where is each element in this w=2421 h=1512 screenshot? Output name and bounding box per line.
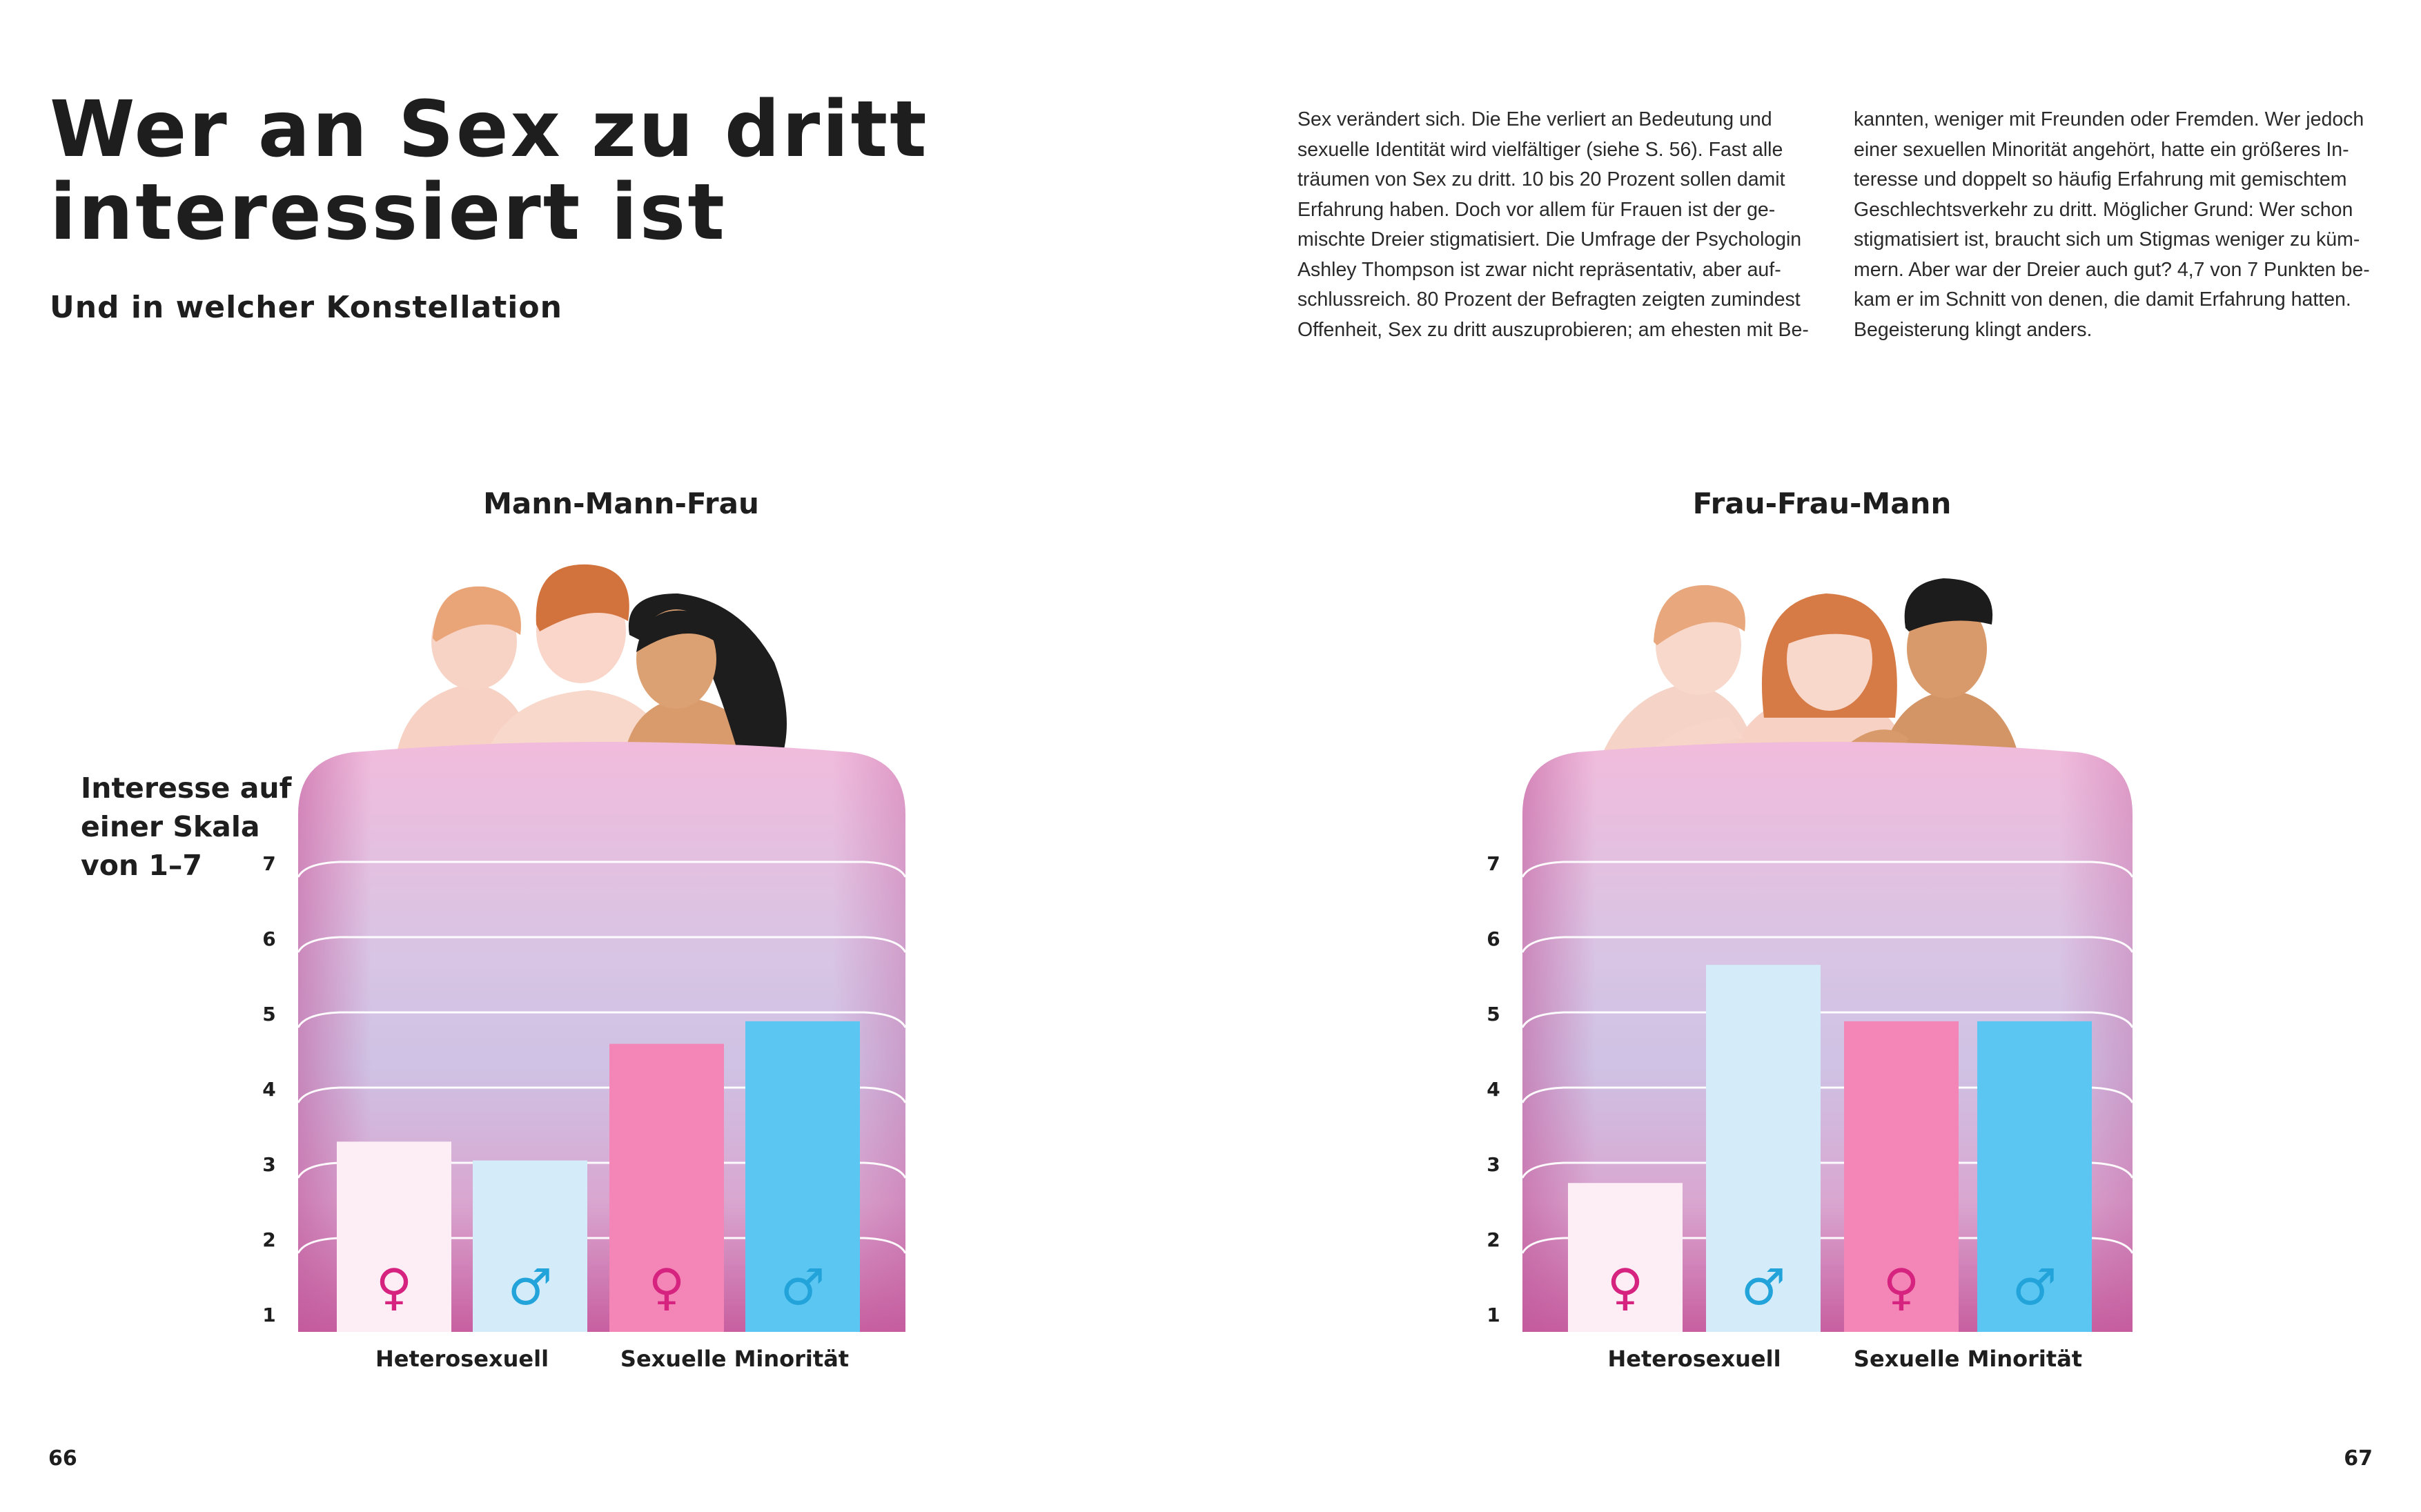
y-tick-label: 2 xyxy=(262,1228,275,1251)
gridline xyxy=(1521,1011,2134,1028)
y-tick-label: 2 xyxy=(1487,1228,1500,1251)
male-symbol-icon: ♂ xyxy=(2012,1258,2057,1316)
page-number-right: 67 xyxy=(2344,1446,2373,1471)
y-axis-label: einer Skala xyxy=(81,810,260,843)
male-symbol-icon: ♂ xyxy=(1741,1258,1786,1316)
y-axis-label: Interesse auf xyxy=(81,772,293,805)
body-line: schlussreich. 80 Prozent der Befragten z… xyxy=(1297,288,1801,311)
gridline xyxy=(1521,1161,2134,1179)
y-tick-label: 3 xyxy=(262,1153,275,1176)
gridline xyxy=(1521,861,2134,878)
body-line: stigmatisiert ist, braucht sich um Stigm… xyxy=(1854,228,2360,251)
person-hair xyxy=(536,564,629,631)
female-symbol-icon: ♀ xyxy=(649,1258,685,1316)
female-symbol-icon: ♀ xyxy=(376,1258,413,1316)
x-group-label: Sexuelle Minorität xyxy=(620,1346,849,1372)
body-line: Ashley Thompson ist zwar nicht repräsent… xyxy=(1297,258,1781,281)
bar-female-heterosexuell xyxy=(1568,1183,1683,1332)
person-hair xyxy=(1904,578,1993,631)
bar-female-minoritaet xyxy=(609,1043,724,1332)
body-line: teresse und doppelt so häufig Erfahrung … xyxy=(1854,168,2347,190)
person-body xyxy=(1881,690,2019,759)
body-line: träumen von Sex zu dritt. 10 bis 20 Proz… xyxy=(1297,168,1785,190)
person-hair xyxy=(1654,585,1745,645)
bar-male-heterosexuell xyxy=(473,1160,587,1332)
y-tick-label: 3 xyxy=(1487,1153,1500,1176)
x-group-label: Heterosexuell xyxy=(1607,1346,1781,1372)
page-title-line-1: Wer an Sex zu dritt xyxy=(50,85,929,175)
gridline xyxy=(297,1011,907,1028)
x-group-label: Heterosexuell xyxy=(375,1346,549,1372)
page-number-left: 66 xyxy=(48,1446,77,1471)
y-tick-label: 1 xyxy=(1487,1304,1500,1326)
male-symbol-icon: ♂ xyxy=(781,1258,825,1316)
gridline xyxy=(1521,936,2134,953)
gridline xyxy=(297,1237,907,1254)
page-title-line-2: interessiert ist xyxy=(50,168,727,257)
gridline xyxy=(297,1161,907,1179)
body-line: mern. Aber war der Dreier auch gut? 4,7 … xyxy=(1854,258,2370,281)
body-line: Geschlechtsverkehr zu dritt. Möglicher G… xyxy=(1854,198,2353,221)
body-line: kam er im Schnitt von denen, die damit E… xyxy=(1854,288,2351,311)
x-group-label: Sexuelle Minorität xyxy=(1854,1346,2082,1372)
y-tick-label: 7 xyxy=(1487,852,1500,875)
gridline xyxy=(297,936,907,953)
y-tick-label: 4 xyxy=(262,1078,275,1101)
chart-title: Frau-Frau-Mann xyxy=(1693,487,1952,520)
y-tick-label: 6 xyxy=(262,927,275,950)
body-line: Begeisterung klingt anders. xyxy=(1854,318,2092,341)
gridline xyxy=(297,861,907,878)
y-axis-label: von 1–7 xyxy=(81,849,202,882)
page-subtitle: Und in welcher Konstellation xyxy=(50,290,562,325)
y-tick-label: 4 xyxy=(1487,1078,1500,1101)
bar-female-heterosexuell xyxy=(337,1141,451,1332)
bar-male-minoritaet xyxy=(1977,1021,2092,1332)
chart-title: Mann-Mann-Frau xyxy=(483,487,759,520)
person-hair xyxy=(636,610,716,652)
body-line: einer sexuellen Minorität angehört, hatt… xyxy=(1854,138,2349,161)
body-line: sexuelle Identität wird vielfältiger (si… xyxy=(1297,138,1783,161)
gridline xyxy=(1521,1237,2134,1254)
male-symbol-icon: ♂ xyxy=(508,1258,553,1316)
female-symbol-icon: ♀ xyxy=(1883,1258,1920,1316)
body-line: mischte Dreier stigmatisiert. Die Umfrag… xyxy=(1297,228,1802,251)
y-tick-label: 7 xyxy=(262,852,275,875)
chart-frau-frau-mann: Frau-Frau-Mann 1 2 3 4 5 6 7 ♀ ♂ ♀ ♂ Heterosexuell Se… xyxy=(1487,487,2134,1372)
person-hair xyxy=(1785,601,1874,645)
body-text-column-2: kannten, weniger mit Freunden oder Fremd… xyxy=(1854,105,2385,345)
body-line: kannten, weniger mit Freunden oder Fremd… xyxy=(1854,108,2364,130)
bar-female-minoritaet xyxy=(1844,1021,1959,1332)
body-line: Offenheit, Sex zu dritt auszuprobieren; … xyxy=(1297,318,1809,341)
page-title: Wer an Sex zu dritt interessiert ist xyxy=(50,88,1016,254)
y-tick-label: 1 xyxy=(262,1304,275,1326)
chart-mann-mann-frau: Mann-Mann-Frau 1 2 3 4 5 6 7 Interesse auf einer … xyxy=(81,487,907,1372)
y-tick-label: 5 xyxy=(1487,1003,1500,1025)
person-body xyxy=(484,690,671,759)
bar-male-heterosexuell xyxy=(1706,965,1821,1332)
gridline xyxy=(1521,1086,2134,1103)
female-symbol-icon: ♀ xyxy=(1607,1258,1644,1316)
body-line: Sex verändert sich. Die Ehe verliert an … xyxy=(1297,108,1772,130)
body-text-column-1: Sex verändert sich. Die Ehe verliert an … xyxy=(1297,105,1829,345)
body-line: Erfahrung haben. Doch vor allem für Frau… xyxy=(1297,198,1776,221)
y-tick-label: 5 xyxy=(262,1003,275,1025)
person-hair xyxy=(433,586,521,642)
gridline xyxy=(297,1086,907,1103)
bar-male-minoritaet xyxy=(745,1021,860,1332)
y-tick-label: 6 xyxy=(1487,927,1500,950)
